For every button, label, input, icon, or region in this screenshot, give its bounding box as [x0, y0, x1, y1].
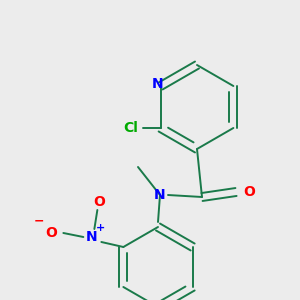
Text: Cl: Cl: [123, 121, 138, 135]
Text: −: −: [34, 214, 45, 227]
Text: O: O: [93, 195, 105, 209]
Text: N: N: [85, 230, 97, 244]
Text: N: N: [154, 188, 166, 202]
Text: +: +: [96, 223, 105, 233]
Text: O: O: [45, 226, 57, 240]
Text: O: O: [243, 185, 255, 199]
Text: N: N: [152, 77, 164, 91]
